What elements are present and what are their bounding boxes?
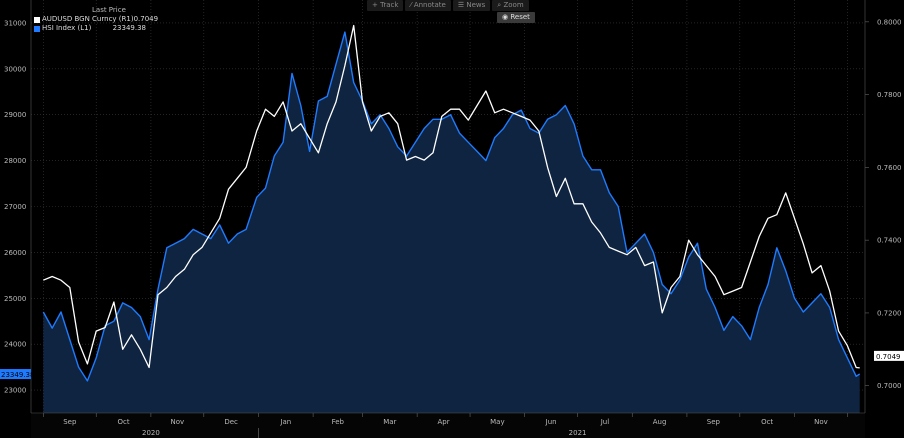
news-button[interactable]: ☰ News [452,0,491,11]
annotate-button[interactable]: ⁄ Annotate [405,0,451,11]
x-month-label: Nov [814,418,828,426]
x-month-label: Apr [438,418,450,426]
left-tick-label: 26000 [4,249,26,257]
x-month-label: Mar [383,418,396,426]
hsi-index-line [42,31,861,382]
x-month-label: Jan [279,418,291,426]
left-tick-label: 24000 [4,341,26,349]
news-label: News [466,1,486,9]
hsi-last-value-label: 23349.38 [1,371,34,379]
x-month-label: Nov [171,418,185,426]
audusd-last-value-tag [874,350,904,361]
x-month-label: Oct [118,418,130,426]
legend-header: Last Price [92,6,126,14]
track-label: Track [380,1,399,9]
x-month-label: Sep [707,418,721,426]
reset-label: Reset [510,13,530,21]
zoom-label: Zoom [503,1,524,9]
x-axis-band [31,413,865,438]
legend-name-hsi: HSI Index (L1) [42,24,92,32]
x-month-label: Feb [332,418,345,426]
legend-entry-hsi: HSI Index (L1) 23349.38 [34,24,146,33]
audusd-last-value-label: 0.7049 [876,353,901,361]
left-tick-label: 25000 [4,295,26,303]
legend-swatch-hsi [34,25,40,32]
legend-value-aud: 0.7049 [133,15,159,23]
reset-button[interactable]: ◉ Reset [497,12,535,23]
left-tick-label: 27000 [4,203,26,211]
x-year-label: 2021 [569,429,587,437]
x-month-label: Jul [600,418,610,426]
annotate-label: Annotate [413,1,446,9]
right-tick-label: 0.7800 [877,91,902,99]
x-month-label: Aug [653,418,667,426]
chart-toolbar: + Track ⁄ Annotate ☰ News ⌕ Zoom [367,0,529,11]
right-tick-label: 0.8000 [877,18,902,26]
left-tick-label: 31000 [4,19,26,27]
left-tick-label: 29000 [4,111,26,119]
track-button[interactable]: + Track [367,0,404,11]
legend-value-hsi: 23349.38 [112,24,146,32]
x-month-label: Oct [761,418,773,426]
right-tick-label: 0.7200 [877,309,902,317]
x-year-label: 2020 [142,429,160,437]
right-tick-label: 0.7000 [877,382,902,390]
left-tick-label: 28000 [4,157,26,165]
x-month-label: Dec [224,418,238,426]
legend-swatch-aud [34,16,40,23]
left-tick-label: 30000 [4,65,26,73]
audusd-line [43,24,860,369]
series-lines [42,24,861,382]
legend-entry-aud: AUDUSD BGN Curncy (R1) 0.7049 [34,15,158,24]
legend-name-aud: AUDUSD BGN Curncy (R1) [42,15,134,23]
right-tick-label: 0.7600 [877,164,902,172]
right-tick-label: 0.7400 [877,237,902,245]
left-tick-label: 23000 [4,387,26,395]
x-month-label: Sep [63,418,77,426]
x-month-label: Jun [545,418,557,426]
hsi-area-fill [43,32,860,413]
x-month-label: May [490,418,504,426]
chart-legend: Last Price AUDUSD BGN Curncy (R1) 0.7049… [34,6,158,33]
hsi-last-value-tag [0,369,31,380]
zoom-button[interactable]: ⌕ Zoom [492,0,529,11]
reset-icon: ◉ [502,13,509,21]
